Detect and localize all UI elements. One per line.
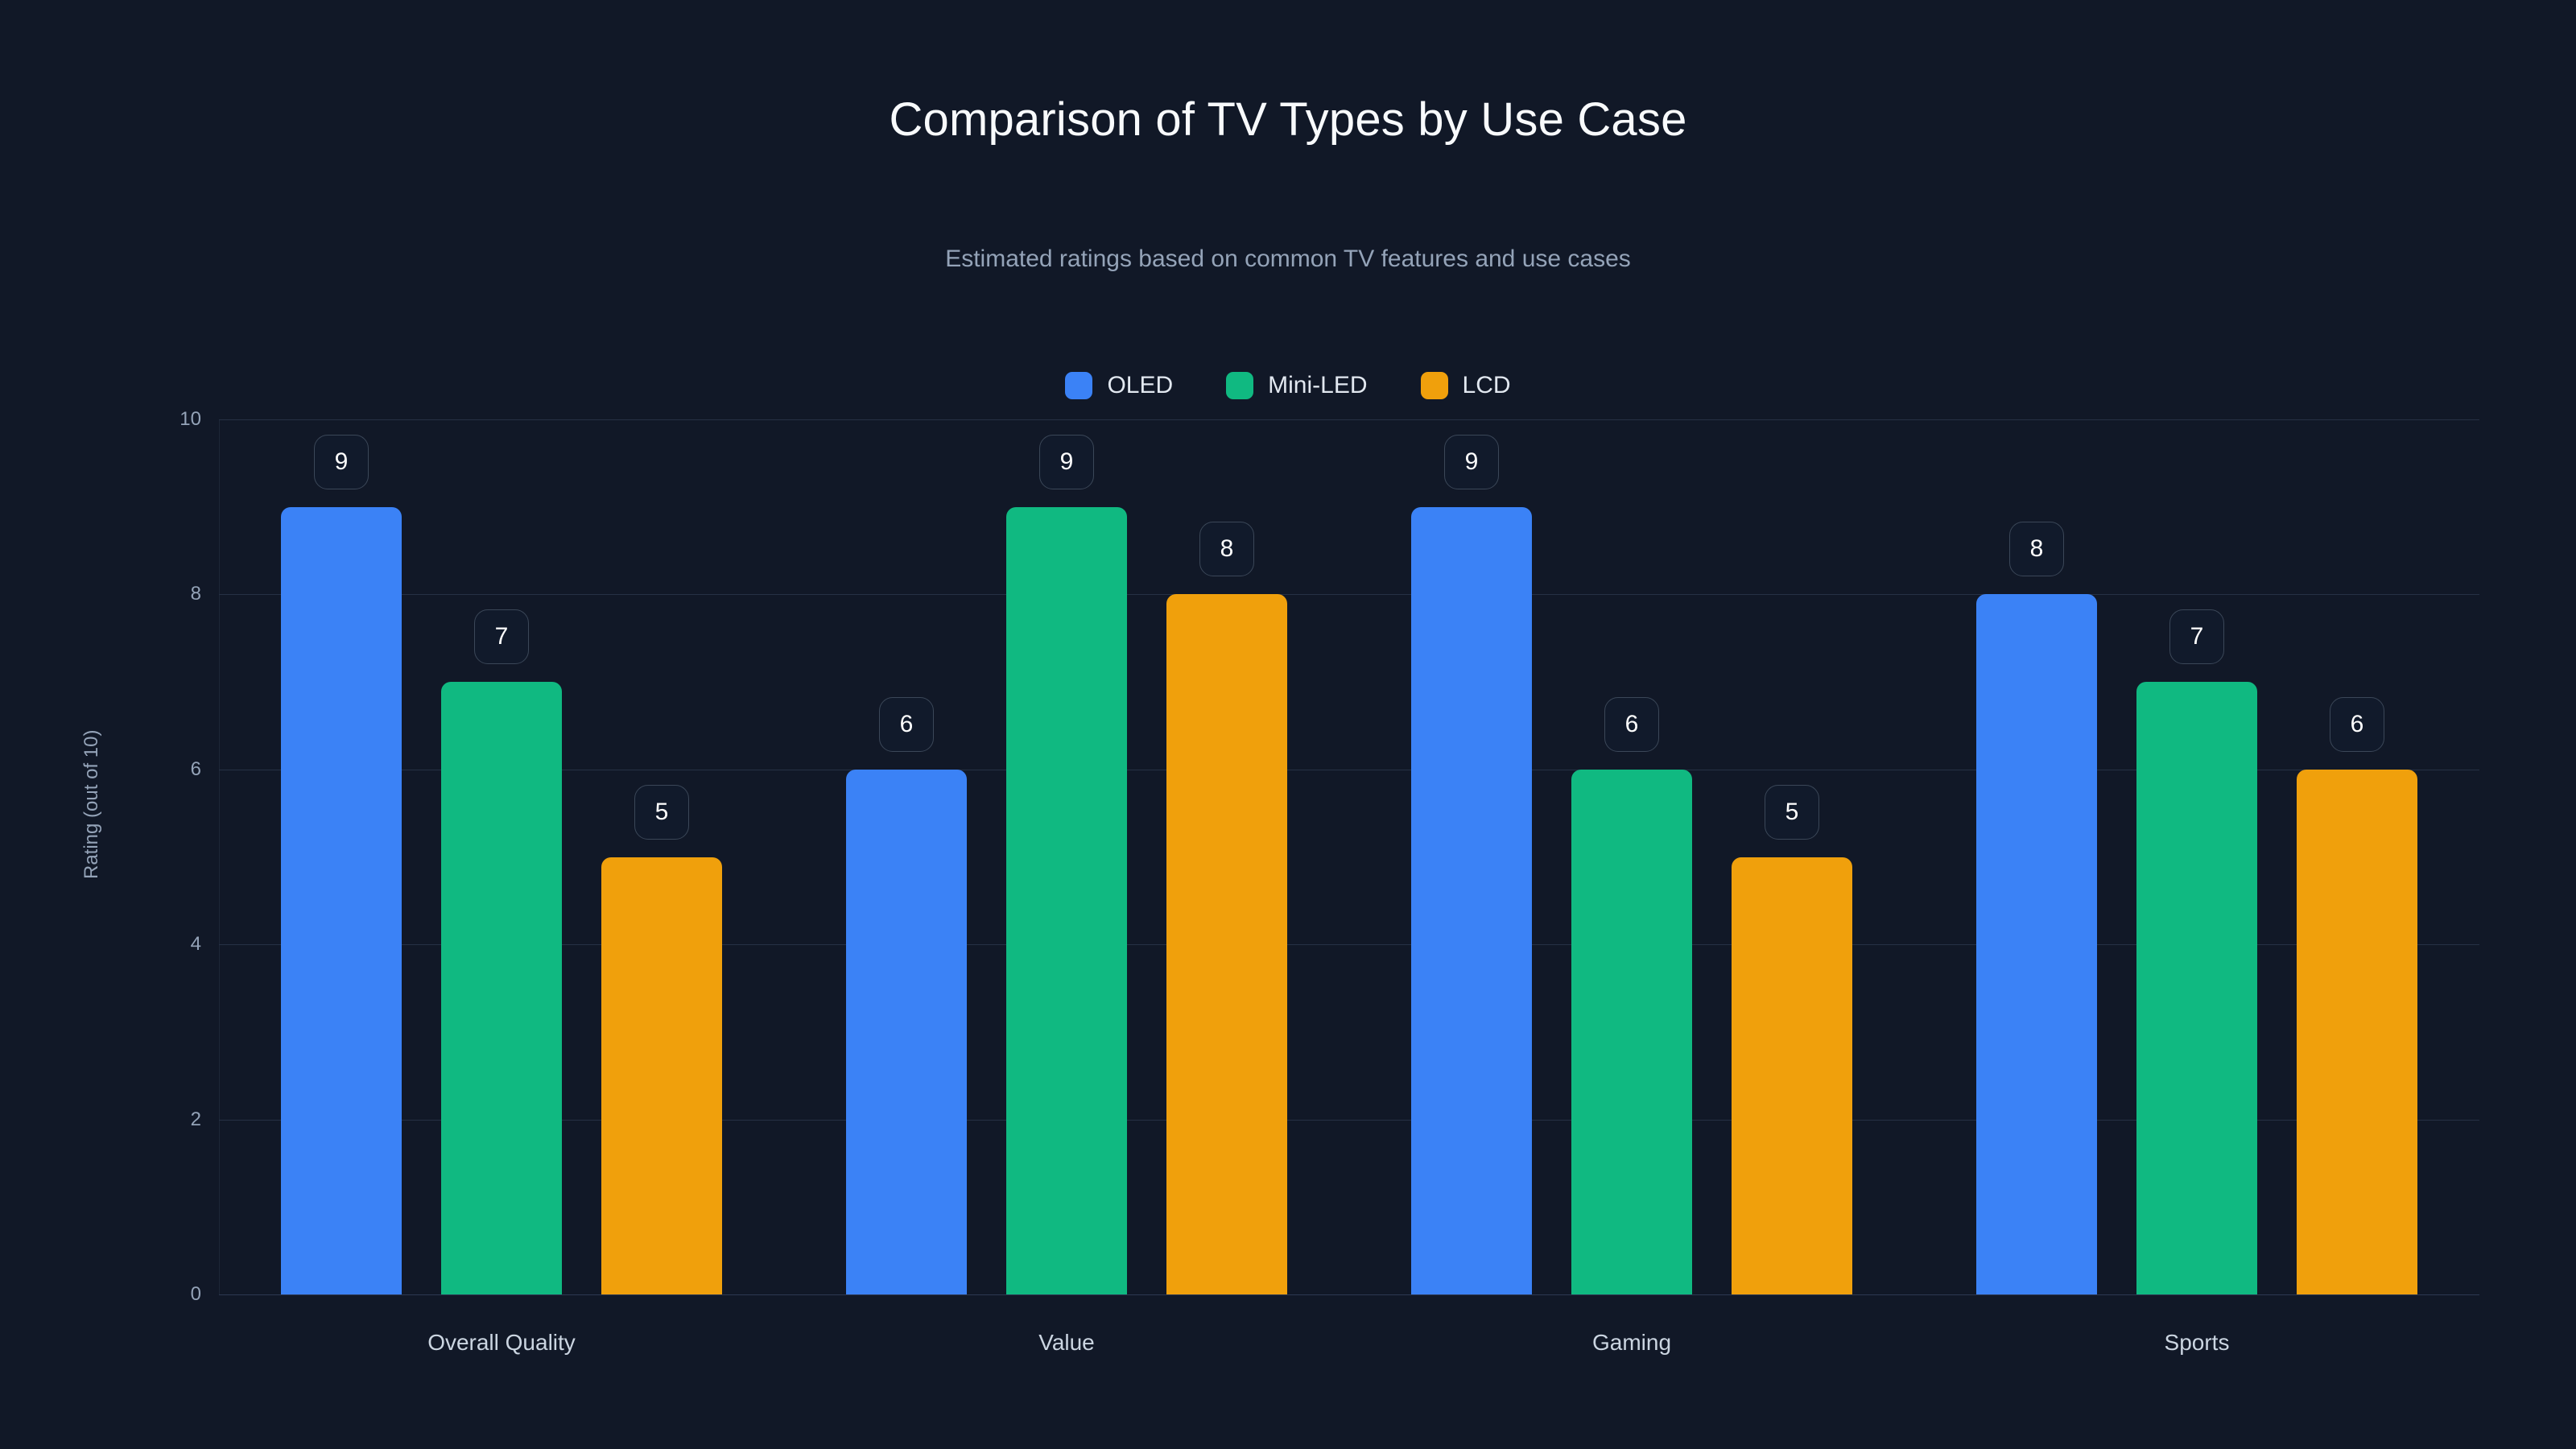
y-tick-label-10: 10 — [180, 408, 201, 430]
bar-slot: 5 — [601, 419, 722, 1294]
x-axis-label-overall-quality: Overall Quality — [427, 1330, 576, 1355]
x-axis-label-value: Value — [1038, 1330, 1095, 1355]
bar-slot: 7 — [441, 419, 562, 1294]
bar-value-label: 5 — [1765, 784, 1819, 840]
bar-oled-value[interactable] — [846, 769, 967, 1294]
bar-slot: 5 — [1732, 419, 1852, 1294]
y-tick-label-6: 6 — [190, 758, 201, 780]
bar-value-label: 8 — [1199, 522, 1254, 577]
y-axis-title: Rating (out of 10) — [80, 729, 102, 879]
bar-slot: 9 — [1006, 419, 1127, 1294]
bar-value-label: 7 — [2169, 609, 2224, 665]
bar-slot: 8 — [1166, 419, 1287, 1294]
bar-oled-gaming[interactable] — [1411, 506, 1532, 1294]
bar-slot: 6 — [846, 419, 967, 1294]
bar-value-label: 5 — [634, 784, 689, 840]
bar-mini-led-gaming[interactable] — [1571, 769, 1692, 1294]
y-tick-label-0: 0 — [190, 1283, 201, 1305]
bar-group-overall-quality: 9 7 5 Overall Quality — [219, 419, 784, 1355]
bar-value-label: 9 — [314, 434, 369, 489]
bar-group-value: 6 9 8 Value — [784, 419, 1349, 1355]
bar-value-label: 9 — [1444, 434, 1499, 489]
bar-group-gaming: 9 6 5 Gaming — [1349, 419, 1914, 1355]
y-tick-label-8: 8 — [190, 583, 201, 605]
bar-slot: 9 — [1411, 419, 1532, 1294]
bar-lcd-overall-quality[interactable] — [601, 857, 722, 1294]
bar-value-label: 8 — [2009, 522, 2064, 577]
legend-label: Mini-LED — [1268, 372, 1368, 398]
bar-mini-led-value[interactable] — [1006, 506, 1127, 1294]
bar-oled-sports[interactable] — [1976, 594, 2097, 1294]
x-axis-label-gaming: Gaming — [1591, 1330, 1672, 1355]
legend-swatch-oled — [1065, 372, 1093, 399]
gridline-8 — [219, 594, 2479, 596]
bar-value-label: 6 — [879, 696, 934, 752]
bar-slot: 7 — [2136, 419, 2257, 1294]
x-axis-baseline — [219, 1294, 2479, 1295]
legend-item-lcd[interactable]: LCD — [1420, 372, 1511, 399]
bar-slot: 8 — [1976, 419, 2097, 1294]
bar-slot: 6 — [2297, 419, 2417, 1294]
bar-value-label: 6 — [1604, 696, 1659, 752]
bar-slot: 6 — [1571, 419, 1692, 1294]
legend-label: OLED — [1107, 372, 1174, 398]
gridline-4 — [219, 944, 2479, 946]
chart-legend: OLED Mini-LED LCD — [0, 372, 2576, 399]
legend-label: LCD — [1462, 372, 1511, 398]
legend-item-mini-led[interactable]: Mini-LED — [1226, 372, 1368, 399]
legend-swatch-lcd — [1420, 372, 1448, 399]
chart-subtitle: Estimated ratings based on common TV fea… — [945, 246, 1631, 272]
bar-value-label: 9 — [1039, 434, 1094, 489]
legend-swatch-mini-led — [1226, 372, 1254, 399]
bar-value-label: 6 — [2330, 696, 2384, 752]
legend-item-oled[interactable]: OLED — [1065, 372, 1173, 399]
x-axis-label-sports: Sports — [2164, 1330, 2230, 1355]
bar-mini-led-sports[interactable] — [2136, 682, 2257, 1294]
bar-lcd-sports[interactable] — [2297, 769, 2417, 1294]
y-tick-label-4: 4 — [190, 933, 201, 956]
page-title: Comparison of TV Types by Use Case — [889, 93, 1687, 146]
bar-mini-led-overall-quality[interactable] — [441, 682, 562, 1294]
bar-lcd-value[interactable] — [1166, 594, 1287, 1294]
gridline-10 — [219, 419, 2479, 420]
gridline-2 — [219, 1119, 2479, 1121]
y-tick-label-2: 2 — [190, 1108, 201, 1130]
plot-area: 9 7 5 Overall Quality 6 9 8 Value 9 6 5 Gaming 8 7 6 Sp… — [219, 419, 2479, 1355]
bar-slot: 9 — [281, 419, 402, 1294]
bar-group-sports: 8 7 6 Sports — [1914, 419, 2479, 1355]
bar-oled-overall-quality[interactable] — [281, 506, 402, 1294]
bar-lcd-gaming[interactable] — [1732, 857, 1852, 1294]
bar-value-label: 7 — [474, 609, 529, 665]
y-axis-line — [219, 419, 220, 1294]
